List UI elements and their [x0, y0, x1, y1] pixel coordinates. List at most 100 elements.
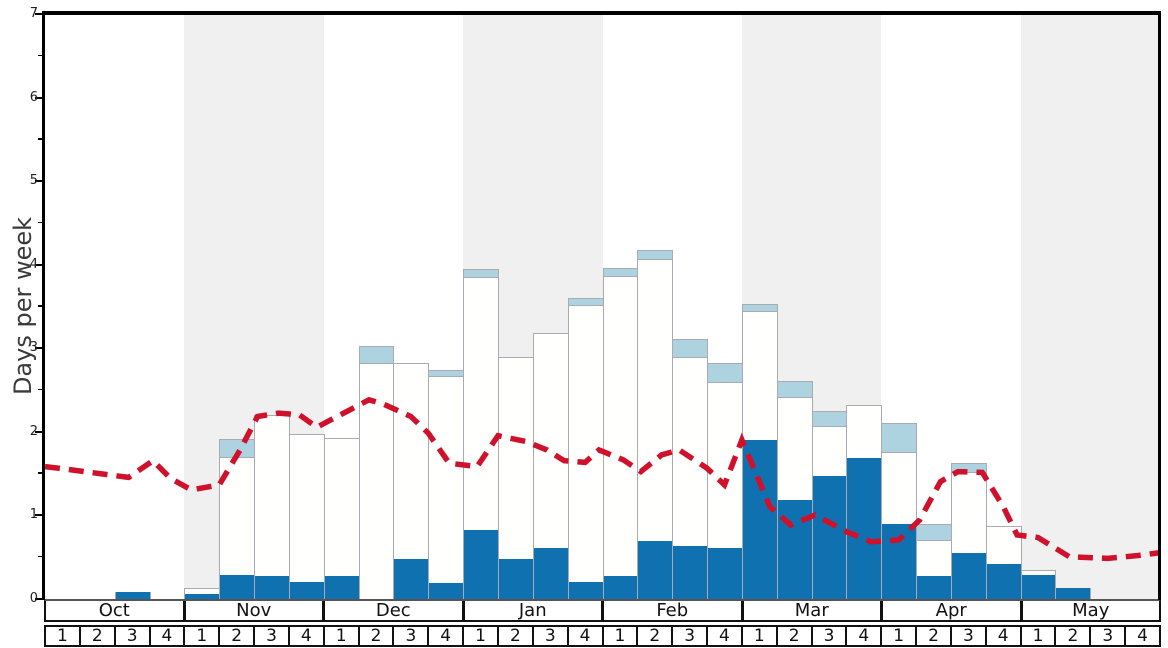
bar-Jan-1	[463, 268, 499, 600]
bar-segment-dark-blue	[498, 558, 533, 599]
week-label: 1	[57, 626, 68, 646]
red-dashed-line	[44, 396, 1161, 562]
month-label: Mar	[794, 600, 829, 621]
week-cell-apr-2: 2	[917, 626, 952, 646]
week-cell-dec-1: 1	[325, 626, 360, 646]
week-cell-dec-4: 4	[429, 626, 465, 646]
week-cell-mar-2: 2	[778, 626, 813, 646]
week-cell-apr-4: 4	[987, 626, 1022, 646]
bar-segment-dark-blue	[673, 546, 708, 599]
week-label: 3	[405, 626, 417, 646]
bar-segment-dark-blue	[394, 558, 429, 599]
week-cell-jan-2: 2	[499, 626, 534, 646]
y-tick-label: 5	[29, 173, 38, 188]
bar-segment-dark-blue	[742, 440, 777, 599]
week-cell-nov-1: 1	[185, 626, 221, 646]
month-cell-dec: Dec	[325, 600, 465, 621]
bar-segment-light-blue	[917, 525, 951, 542]
bar-May-1	[1020, 570, 1057, 600]
month-cell-apr: Apr	[883, 600, 1023, 621]
bar-Nov-2	[219, 439, 256, 600]
week-label: 3	[962, 626, 974, 646]
month-axis: Oct Nov Dec Jan Feb Mar Apr May	[44, 600, 1161, 622]
week-label: 4	[300, 626, 312, 646]
y-major-tick	[35, 514, 42, 516]
week-cell-oct-4: 4	[151, 626, 186, 646]
week-cell-may-2: 2	[1056, 626, 1092, 646]
y-tick-label: 0	[29, 590, 38, 606]
week-label: 4	[858, 626, 870, 646]
bar-segment-dark-blue	[115, 592, 150, 599]
week-label: 2	[370, 626, 382, 646]
month-cell-may: May	[1023, 600, 1160, 621]
bar-Dec-3	[393, 363, 430, 600]
bar-segment-dark-blue	[464, 529, 498, 599]
bar-segment-light-blue	[812, 412, 847, 427]
month-cell-oct: Oct	[46, 600, 186, 621]
bar-segment-light-blue	[638, 251, 673, 260]
bar-Mar-1	[741, 303, 778, 600]
week-label: 4	[579, 626, 591, 646]
week-label: 2	[788, 626, 800, 646]
bar-segment-dark-blue	[533, 548, 568, 599]
week-label: 3	[126, 626, 138, 646]
week-label: 4	[997, 626, 1009, 646]
y-axis-title: Days per week	[9, 216, 37, 396]
month-shading-band	[1020, 14, 1160, 600]
x-axis-zero-line	[44, 598, 1161, 601]
week-cell-may-1: 1	[1022, 626, 1057, 646]
week-cell-feb-2: 2	[638, 626, 674, 646]
month-label: Nov	[236, 600, 272, 621]
y-minor-tick	[37, 555, 42, 558]
week-label: 1	[335, 626, 347, 646]
y-tick-label: 6	[29, 89, 38, 105]
week-cell-oct-3: 3	[116, 626, 151, 646]
bar-Apr-2	[916, 524, 952, 600]
week-cell-may-4: 4	[1126, 626, 1159, 646]
bar-segment-light-blue	[951, 464, 986, 473]
y-tick-label: 7	[29, 6, 38, 21]
week-cell-feb-3: 3	[673, 626, 709, 646]
week-label: 4	[1137, 626, 1148, 646]
week-cell-feb-1: 1	[604, 626, 639, 646]
month-cell-feb: Feb	[604, 600, 744, 621]
bar-Feb-1	[602, 267, 639, 600]
week-cell-dec-3: 3	[394, 626, 430, 646]
bar-segment-dark-blue	[185, 593, 220, 599]
week-label: 1	[475, 626, 486, 646]
bar-segment-light-blue	[568, 298, 603, 306]
y-minor-tick	[37, 138, 42, 140]
week-label: 2	[1067, 626, 1079, 646]
week-cell-may-3: 3	[1091, 626, 1127, 646]
bar-segment-light-blue	[882, 424, 917, 453]
week-cell-feb-4: 4	[708, 626, 743, 646]
y-major-tick	[35, 347, 42, 349]
week-cell-apr-3: 3	[952, 626, 987, 646]
bar-segment-dark-blue	[1021, 574, 1056, 599]
week-label: 2	[91, 626, 103, 646]
week-cell-dec-2: 2	[360, 626, 395, 646]
bar-segment-light-blue	[429, 370, 464, 378]
week-label: 4	[719, 626, 730, 646]
week-cell-jan-4: 4	[569, 626, 604, 646]
week-cell-mar-4: 4	[847, 626, 883, 646]
month-cell-jan: Jan	[465, 600, 604, 621]
bar-segment-light-blue	[777, 381, 812, 399]
bar-segment-dark-blue	[638, 540, 673, 599]
week-label: 1	[893, 626, 905, 646]
week-cell-oct-2: 2	[81, 626, 116, 646]
month-label: Apr	[935, 600, 967, 621]
bar-segment-dark-blue	[1056, 588, 1091, 599]
y-tick-label: 3	[29, 340, 38, 355]
bar-Jan-3	[532, 332, 569, 600]
y-minor-tick	[37, 221, 42, 224]
bar-segment-dark-blue	[568, 582, 603, 599]
y-minor-tick	[37, 472, 42, 474]
y-major-tick	[35, 263, 42, 266]
bar-segment-dark-blue	[220, 574, 255, 599]
month-cell-mar: Mar	[744, 600, 883, 621]
week-cell-jan-3: 3	[534, 626, 569, 646]
y-major-tick	[35, 597, 42, 600]
